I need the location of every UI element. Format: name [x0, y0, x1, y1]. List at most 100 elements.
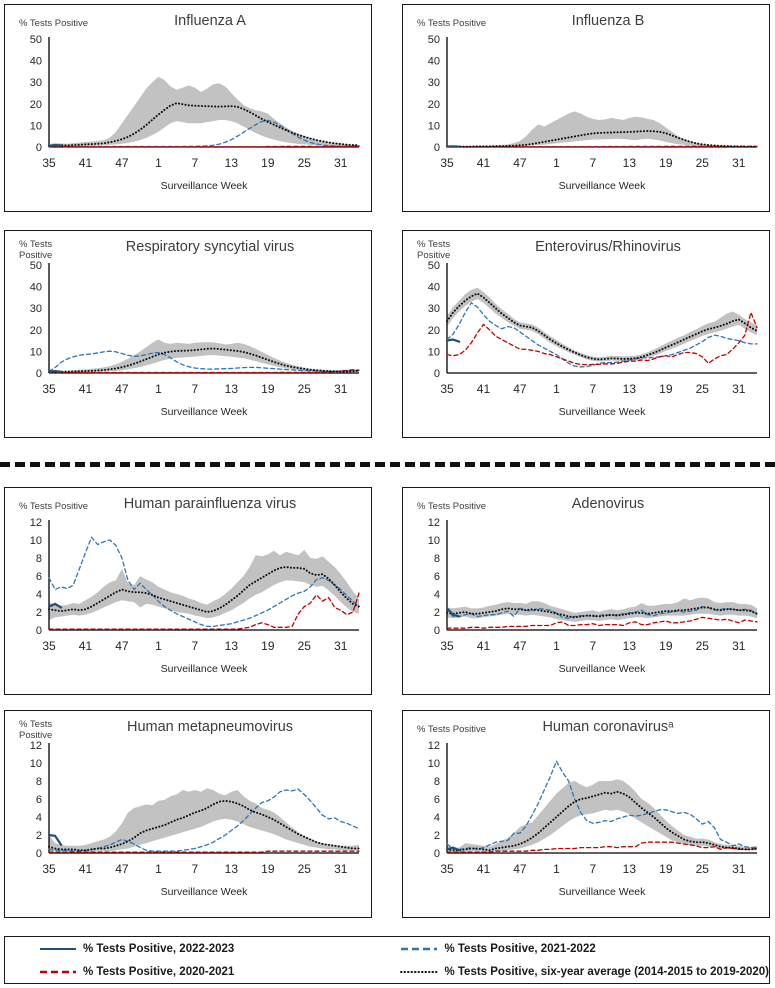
chart-title: Influenza B: [572, 13, 645, 29]
series-line: [48, 536, 360, 628]
y-tick-label: 20: [428, 99, 440, 111]
range-band: [49, 788, 359, 853]
chart-panel-influenza-a[interactable]: Influenza A % Tests Positive 0 10 20 30 40 50 35…: [4, 4, 372, 212]
x-tick-label: 47: [115, 382, 129, 396]
y-tick-label: 10: [30, 120, 42, 132]
x-tick-label: 35: [440, 382, 454, 396]
legend-2022-2023: % Tests Positive, 2022-2023: [5, 937, 366, 960]
chart-panel-adenovirus[interactable]: Adenovirus % Tests Positive 0 2 4 6 8 10 12 35 41 4…: [402, 487, 770, 695]
figure-legend: % Tests Positive, 2022-2023 % Tests Posit…: [4, 936, 770, 984]
x-tick-label: 19: [261, 382, 275, 396]
x-tick-label: 25: [696, 382, 710, 396]
x-tick-label: 7: [192, 382, 199, 396]
legend-2021-2022-swatch: [401, 947, 438, 950]
chart-title: Human parainfluenza virus: [124, 496, 296, 512]
y-axis-title: % Tests: [19, 239, 52, 250]
x-tick-label: 25: [298, 862, 312, 876]
legend-2020-2021-swatch: [40, 970, 76, 973]
y-tick-label: 10: [428, 758, 440, 770]
range-band: [49, 76, 359, 147]
x-tick-label: 1: [155, 156, 162, 170]
series-line: [47, 143, 63, 148]
section-divider: [0, 462, 775, 467]
y-axis-title: % Tests Positive: [19, 501, 88, 512]
x-tick-label: 47: [513, 639, 527, 653]
y-tick-label: 0: [434, 848, 440, 860]
series-line: [48, 350, 360, 372]
chart-panel-human-metapneumovirus[interactable]: Human metapneumovirus % Tests Positive 0 2 4 6…: [4, 710, 372, 918]
y-tick-label: 10: [428, 346, 440, 358]
x-tick-label: 7: [192, 156, 199, 170]
series-line: [47, 833, 63, 846]
y-tick-label: 40: [428, 56, 440, 68]
legend-2021-2022: % Tests Positive, 2021-2022: [366, 937, 769, 960]
x-tick-label: 13: [623, 639, 637, 653]
x-axis-title: Surveillance Week: [161, 886, 249, 898]
range-band: [49, 339, 359, 373]
chart-adenovirus: Adenovirus % Tests Positive 0 2 4 6 8 10 12 35 41 4…: [417, 496, 758, 675]
y-tick-label: 8: [434, 776, 440, 788]
y-tick-label: 30: [30, 77, 42, 89]
y-tick-label: 20: [30, 99, 42, 111]
series-line: [48, 592, 360, 630]
chart-respiratory-syncytial-virus: Respiratory syncytial virus % TestsPositi…: [19, 239, 360, 418]
y-tick-label: 4: [36, 812, 42, 824]
series-line: [48, 102, 360, 147]
x-tick-label: 13: [623, 862, 637, 876]
x-tick-label: 1: [155, 382, 162, 396]
x-tick-label: 13: [623, 156, 637, 170]
legend-six-year-average-label: % Tests Positive, six-year average (2014…: [444, 965, 769, 978]
chart-panel-influenza-b[interactable]: Influenza B % Tests Positive 0 10 20 30 40 50 35…: [402, 4, 770, 212]
chart-panel-human-coronavirus[interactable]: Human coronavirusᵃ % Tests Positive 0 2 4 6 8 1…: [402, 710, 770, 918]
series-line: [446, 311, 758, 366]
y-axis-title-line2: Positive: [417, 250, 450, 261]
chart-panel-respiratory-syncytial-virus[interactable]: Respiratory syncytial virus % Tests Positi…: [4, 230, 372, 438]
x-tick-label: 25: [298, 639, 312, 653]
x-tick-label: 47: [115, 156, 129, 170]
series-line: [445, 338, 461, 343]
x-tick-label: 25: [696, 862, 710, 876]
x-tick-label: 13: [225, 156, 239, 170]
series-line: [48, 566, 360, 613]
x-tick-label: 41: [79, 382, 93, 396]
x-tick-label: 41: [477, 862, 491, 876]
x-tick-label: 19: [659, 156, 673, 170]
y-tick-label: 20: [428, 325, 440, 337]
y-tick-label: 30: [428, 303, 440, 315]
series-line: [446, 302, 758, 368]
y-tick-label: 0: [36, 848, 42, 860]
chart-panel-enterovirus-rhinovirus[interactable]: Enterovirus/Rhinovirus % Tests Positive 0 10…: [402, 230, 770, 438]
y-tick-label: 8: [434, 553, 440, 565]
x-tick-label: 47: [115, 639, 129, 653]
chart-influenza-b: Influenza B % Tests Positive 0 10 20 30 40 50 35…: [417, 13, 758, 192]
range-band: [447, 597, 757, 622]
x-tick-label: 19: [659, 639, 673, 653]
x-axis-title: Surveillance Week: [161, 663, 249, 675]
chart-title: Respiratory syncytial virus: [126, 239, 294, 255]
y-tick-label: 2: [434, 607, 440, 619]
chart-title: Adenovirus: [572, 496, 645, 512]
y-tick-label: 2: [36, 607, 42, 619]
x-tick-label: 47: [115, 862, 129, 876]
legend-six-year-average-swatch: [400, 970, 439, 973]
x-tick-label: 19: [659, 382, 673, 396]
y-tick-label: 4: [434, 589, 440, 601]
y-tick-label: 10: [30, 758, 42, 770]
x-tick-label: 1: [155, 862, 162, 876]
x-axis-title: Surveillance Week: [161, 406, 249, 418]
y-tick-label: 10: [30, 535, 42, 547]
x-tick-label: 1: [553, 862, 560, 876]
y-tick-label: 2: [36, 830, 42, 842]
chart-panel-human-parainfluenza-virus[interactable]: Human parainfluenza virus % Tests Positiv…: [4, 487, 372, 695]
y-tick-label: 0: [434, 368, 440, 380]
series-line: [446, 790, 758, 852]
chart-title: Human coronavirusᵃ: [542, 719, 674, 735]
y-tick-label: 0: [36, 142, 42, 154]
y-tick-label: 50: [30, 34, 42, 46]
legend-2022-2023-label: % Tests Positive, 2022-2023: [83, 942, 235, 955]
chart-title: Influenza A: [174, 13, 246, 29]
series-line: [47, 602, 63, 609]
x-axis-title: Surveillance Week: [559, 886, 647, 898]
x-tick-label: 41: [477, 639, 491, 653]
